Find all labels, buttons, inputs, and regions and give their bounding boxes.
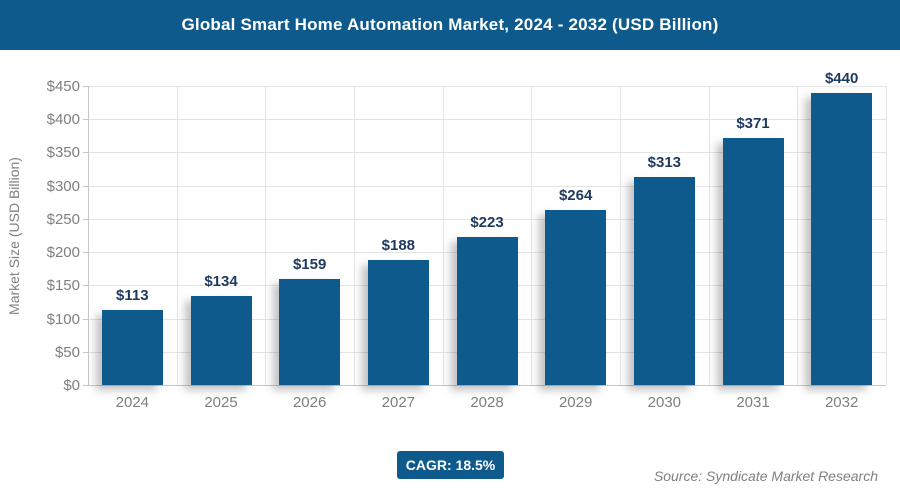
gridline-v [708, 86, 710, 385]
gridline-v [620, 86, 621, 385]
y-tick-label: $100 [46, 310, 80, 328]
gridline-h [88, 185, 886, 187]
x-tick-label: 2026 [292, 394, 327, 411]
bar-value-label: $440 [824, 69, 859, 87]
y-tick-mark [83, 119, 88, 121]
gridline-v [354, 86, 355, 385]
gridline-h [88, 86, 886, 87]
bar-chart-plot-area: $0 $50 $100 $150 $200 $250 $300 $350 $400 $450 $11… [46, 69, 887, 411]
bar [190, 295, 252, 385]
x-tick-label: 2027 [381, 394, 416, 411]
y-tick-mark [83, 152, 88, 154]
gridline-v [886, 86, 887, 385]
x-tick-label: 2028 [470, 394, 504, 411]
y-tick-label: $0 [63, 377, 80, 394]
cagr-badge: CAGR: 18.5% [397, 451, 504, 479]
chart-title: Global Smart Home Automation Market, 202… [181, 15, 719, 34]
y-tick-mark [83, 318, 88, 320]
gridline-v [797, 86, 799, 385]
x-tick-label: 2024 [115, 394, 150, 411]
gridline-h [88, 152, 886, 154]
y-tick-label: $300 [46, 177, 80, 195]
y-tick-label: $150 [46, 277, 80, 295]
x-tick-label: 2025 [204, 394, 238, 411]
bar [545, 209, 607, 385]
bar-value-label: $113 [116, 286, 149, 304]
y-tick-label: $50 [54, 343, 80, 361]
bar [633, 177, 695, 385]
y-axis-line [88, 86, 89, 385]
bar-value-label: $313 [647, 154, 682, 172]
y-tick-label: $250 [46, 210, 80, 228]
x-axis-line [88, 385, 886, 386]
bar-value-label: $134 [204, 272, 238, 290]
bar [811, 92, 873, 385]
gridline-v [531, 86, 533, 385]
bar [279, 279, 341, 385]
y-tick-mark [83, 185, 88, 187]
y-tick-mark [83, 218, 88, 220]
bar [722, 138, 784, 385]
y-tick-label: $350 [46, 144, 80, 162]
gridline-v [442, 86, 444, 385]
gridline-h [88, 119, 886, 121]
bar-value-label: $159 [292, 256, 327, 274]
y-tick-mark [83, 351, 88, 353]
gridline-v [176, 86, 178, 385]
chart-title-bar: Global Smart Home Automation Market, 202… [0, 0, 900, 50]
y-tick-label: $450 [46, 78, 80, 95]
x-tick-label: 2030 [647, 394, 682, 411]
bar [456, 236, 518, 385]
y-tick-label: $200 [46, 244, 80, 262]
x-tick-label: 2032 [824, 394, 859, 411]
bar-value-label: $223 [470, 213, 504, 231]
y-tick-mark [83, 285, 88, 287]
source-attribution: Source: Syndicate Market Research [653, 468, 878, 484]
y-tick-mark [83, 385, 88, 386]
y-tick-mark [83, 252, 88, 254]
cagr-badge-label: CAGR: 18.5% [405, 457, 496, 473]
bar [367, 260, 429, 385]
x-tick-label: 2031 [736, 394, 770, 411]
x-tick-label: 2029 [558, 394, 593, 411]
bar-value-label: $188 [381, 237, 416, 255]
gridline-v [265, 86, 267, 385]
y-tick-mark [83, 86, 88, 87]
gridline-h [88, 218, 886, 220]
bar-value-label: $371 [736, 115, 770, 133]
bar [101, 309, 163, 385]
bar-value-label: $264 [558, 186, 593, 204]
y-tick-label: $400 [46, 111, 80, 129]
